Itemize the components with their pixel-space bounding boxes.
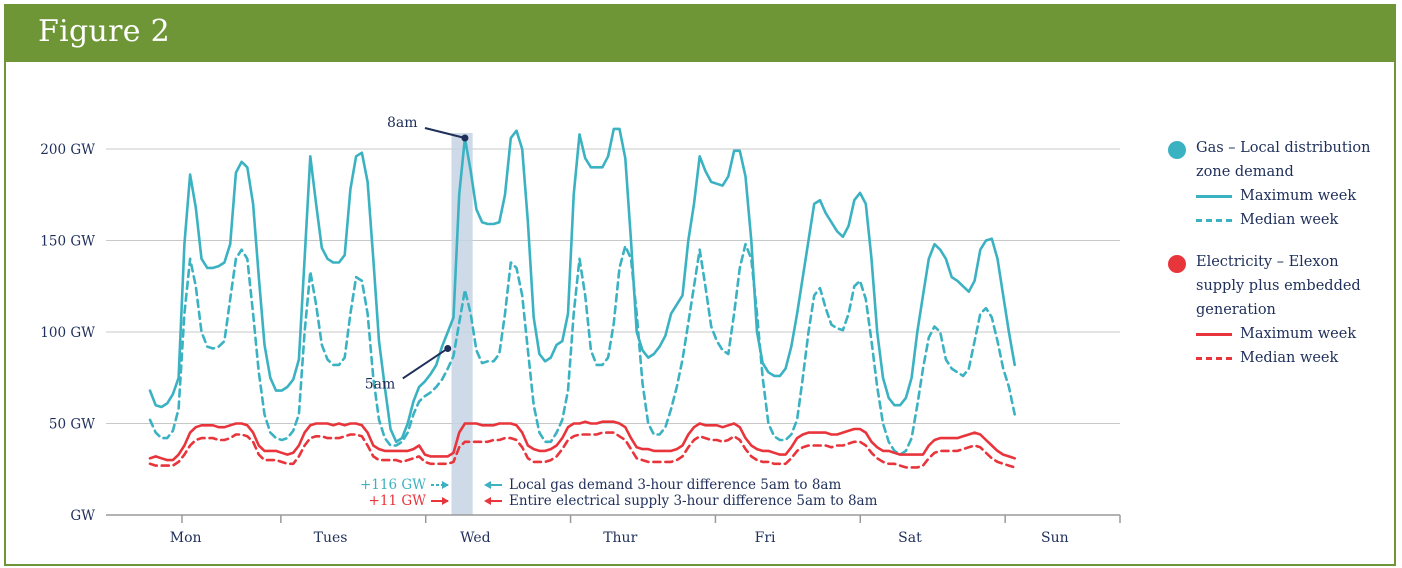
y-tick-label: 150 GW: [40, 234, 95, 250]
legend-electricity-heading-2: supply plus embedded: [1196, 278, 1361, 294]
series-electricity-max-line: [148, 420, 1016, 462]
y-tick-label: GW: [70, 508, 95, 524]
x-tick-label: Tues: [314, 530, 348, 546]
note-arrowhead-right: [442, 497, 449, 505]
x-tick-label: Sat: [898, 530, 922, 546]
legend-gas-median-swatch: [1196, 219, 1232, 222]
legend-gas-max-label: Maximum week: [1240, 188, 1357, 204]
legend-gas-dot: [1168, 141, 1186, 159]
legend-electricity-median-label: Median week: [1240, 350, 1339, 366]
annotation-leader: [424, 127, 466, 139]
figure-title: Figure 2: [38, 14, 171, 49]
legend-electricity-max-label: Maximum week: [1240, 326, 1357, 342]
note-arrowhead-right: [442, 481, 449, 489]
annotation-layer: 8am 5am: [365, 115, 469, 392]
series-gas-max-line: [148, 127, 1016, 444]
axis-layer: GW 50 GW 100 GW 150 GW 200 GW Mon Tues Wed Thur F…: [40, 142, 1121, 546]
legend-gas-median: Median week: [1168, 208, 1393, 232]
annotation-label: 8am: [387, 115, 418, 131]
note-arrowhead-left: [484, 481, 491, 489]
legend-electricity-max: Maximum week: [1168, 322, 1393, 346]
x-tick-label: Thur: [603, 530, 637, 546]
legend-electricity-heading-3: generation: [1196, 302, 1276, 318]
figure-frame: [4, 4, 1396, 566]
legend-electricity-max-swatch: [1196, 333, 1232, 336]
legend-gas-group: Gas – Local distribution zone demand Max…: [1168, 136, 1393, 232]
legend-electricity-median: Median week: [1168, 346, 1393, 370]
grid-layer: [106, 148, 1120, 424]
annotation-leader: [402, 347, 449, 380]
series-gas-median-line: [148, 242, 1016, 456]
note-arrowhead-left: [484, 497, 491, 505]
x-tick-label: Mon: [170, 530, 202, 546]
note-text: Local gas demand 3-hour difference 5am t…: [509, 477, 841, 493]
y-tick-label: 200 GW: [40, 142, 95, 158]
legend-gas-median-label: Median week: [1240, 212, 1339, 228]
legend-gas-heading-2: zone demand: [1196, 164, 1294, 180]
chart-legend: Gas – Local distribution zone demand Max…: [1168, 136, 1393, 370]
annotation-label: 5am: [365, 376, 396, 392]
y-tick-label: 100 GW: [40, 325, 95, 341]
note-text: Entire electrical supply 3-hour differen…: [509, 493, 878, 509]
x-tick-label: Sun: [1041, 530, 1069, 546]
notes-layer: +116 GW Local gas demand 3-hour differenc…: [360, 477, 878, 509]
legend-gas-max-swatch: [1196, 195, 1232, 198]
series-layer: [148, 127, 1016, 469]
legend-electricity-group: Electricity – Elexon supply plus embedde…: [1168, 250, 1393, 370]
legend-electricity-dot: [1168, 255, 1186, 273]
note-value: +116 GW: [360, 477, 426, 493]
series-electricity-median-line: [148, 431, 1016, 469]
legend-electricity-median-swatch: [1196, 357, 1232, 360]
y-tick-label: 50 GW: [49, 417, 95, 433]
legend-electricity-heading-1: Electricity – Elexon: [1196, 254, 1339, 270]
x-tick-label: Wed: [460, 530, 491, 546]
legend-gas-heading-1: Gas – Local distribution: [1196, 140, 1371, 156]
x-tick-label: Fri: [755, 530, 776, 546]
figure-header: Figure 2: [4, 4, 1396, 62]
note-value: +11 GW: [369, 493, 427, 509]
legend-gas-max: Maximum week: [1168, 184, 1393, 208]
